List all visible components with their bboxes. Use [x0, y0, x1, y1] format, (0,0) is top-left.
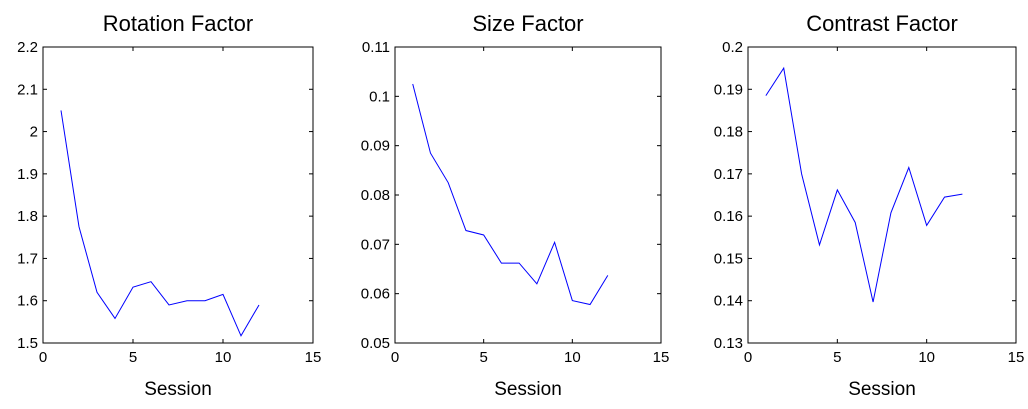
y-tick-label: 2	[30, 124, 38, 141]
y-tick-label: 2.1	[17, 81, 38, 98]
x-tick-label: 10	[215, 349, 232, 366]
y-tick-label: 0.16	[714, 208, 743, 225]
x-tick-label: 15	[1008, 349, 1025, 366]
series-line	[412, 83, 609, 306]
chart-panel-3: 0 5 10 15 0.13 0.14 0.15 0.16 0.17 0.18 0.19 0.2 Con…	[714, 11, 1025, 400]
chart-panel-1: 0 5 10 15 1.5 1.6 1.7 1.8 1.9 2 2.1 2.2 Rotation Fac…	[17, 11, 321, 400]
y-tick-label: 0.07	[361, 236, 390, 253]
x-tick-label: 0	[39, 349, 47, 366]
axes-frame	[42, 46, 314, 344]
axes-frame	[747, 46, 1017, 344]
x-axis-label: Session	[144, 379, 212, 400]
y-tick-label: 0.11	[362, 39, 390, 56]
y-tick-label: 0.2	[722, 39, 743, 56]
x-tick-label: 15	[305, 349, 322, 366]
chart-panel-2: 0 5 10 15 0.05 0.06 0.07 0.08 0.09 0.1 0.11 Size Fa…	[361, 11, 670, 400]
y-tick-label: 1.6	[17, 293, 38, 310]
x-tick-label: 5	[833, 349, 841, 366]
x-tick-label: 15	[653, 349, 670, 366]
chart-title: Size Factor	[472, 11, 583, 36]
x-axis-label: Session	[848, 379, 916, 400]
y-tick-label: 1.9	[17, 166, 38, 183]
series-line	[765, 66, 963, 303]
y-tick-label: 0.18	[714, 124, 743, 141]
y-tick-label: 0.08	[361, 187, 390, 204]
x-tick-label: 5	[479, 349, 487, 366]
series-line	[60, 110, 260, 337]
x-tick-label: 0	[391, 349, 399, 366]
y-tick-label: 1.8	[17, 208, 38, 225]
x-axis-label: Session	[494, 379, 562, 400]
y-tick-label: 0.13	[714, 335, 743, 352]
y-tick-label: 1.5	[17, 335, 38, 352]
y-tick-label: 0.14	[714, 293, 743, 310]
y-tick-label: 0.05	[361, 335, 390, 352]
x-tick-label: 5	[129, 349, 137, 366]
y-tick-label: 0.06	[361, 286, 390, 303]
y-tick-label: 0.17	[714, 166, 743, 183]
y-tick-label: 0.09	[361, 138, 390, 155]
chart-title: Rotation Factor	[103, 11, 253, 36]
y-tick-label: 0.1	[369, 88, 390, 105]
y-tick-label: 0.19	[714, 81, 743, 98]
x-tick-label: 10	[564, 349, 581, 366]
x-tick-label: 0	[744, 349, 752, 366]
y-tick-label: 2.2	[17, 39, 38, 56]
y-tick-label: 0.15	[714, 250, 743, 267]
x-tick-label: 10	[918, 349, 935, 366]
y-tick-label: 1.7	[17, 250, 38, 267]
chart-title: Contrast Factor	[806, 11, 958, 36]
axes-frame	[394, 46, 662, 344]
